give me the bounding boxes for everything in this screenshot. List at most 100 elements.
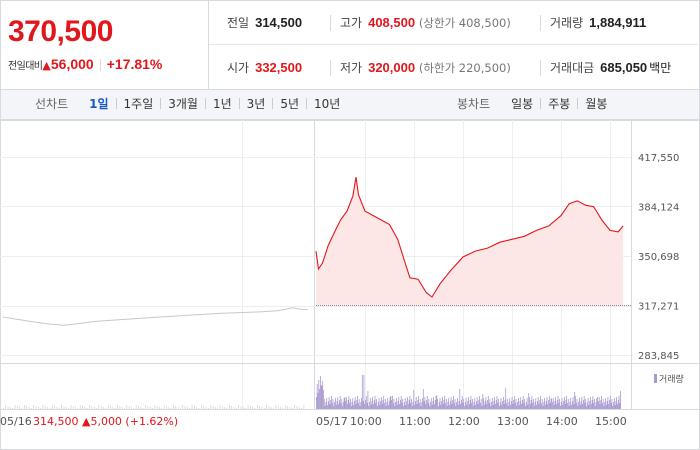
volume-bar bbox=[449, 401, 451, 409]
price-change: 전일대비▲56,000 +17.81% bbox=[8, 56, 208, 75]
volume-bar bbox=[519, 401, 521, 409]
volume-bar bbox=[574, 392, 576, 409]
volume-bar bbox=[247, 405, 249, 409]
volume-bar bbox=[208, 408, 209, 409]
volume-bar bbox=[406, 401, 408, 409]
volume-bar bbox=[409, 396, 411, 409]
volume-bar bbox=[7, 406, 9, 409]
volume-bar bbox=[75, 407, 76, 409]
tab-daily[interactable]: 일봉 bbox=[511, 97, 534, 111]
volume-bar bbox=[361, 375, 363, 409]
volume-bar bbox=[455, 406, 457, 409]
volume-bar bbox=[391, 400, 393, 409]
volume-bar bbox=[70, 405, 72, 409]
volume-bar bbox=[606, 401, 608, 409]
volume-bar bbox=[522, 396, 524, 409]
volume-bar bbox=[601, 396, 602, 409]
stat-value: 685,050 bbox=[600, 60, 648, 75]
tab-3m[interactable]: 3개월 bbox=[168, 97, 198, 111]
stat-grid: 전일 314,500 고가 408,500 (상한가 408,500) 거래량 1,8… bbox=[209, 1, 700, 90]
volume-bar bbox=[564, 404, 566, 409]
y-tick-label: 350,698 bbox=[638, 252, 679, 263]
volume-bar bbox=[319, 389, 320, 409]
volume-bar bbox=[324, 406, 326, 409]
y-tick-label: 417,550 bbox=[638, 153, 679, 164]
volume-bar bbox=[54, 406, 55, 409]
volume-bar bbox=[191, 405, 193, 409]
volume-bar bbox=[536, 405, 537, 409]
volume-bar bbox=[431, 405, 433, 409]
volume-bar bbox=[374, 396, 376, 409]
volume-bar bbox=[149, 407, 151, 409]
volume-bar bbox=[528, 393, 530, 409]
volume-bar bbox=[568, 406, 570, 409]
tab-1w[interactable]: 1주일 bbox=[123, 97, 154, 111]
tab-1d[interactable]: 1일 bbox=[89, 97, 109, 111]
volume-bar bbox=[417, 400, 419, 409]
tab-1y[interactable]: 1년 bbox=[212, 97, 232, 111]
volume-bar bbox=[126, 405, 128, 409]
volume-bar bbox=[368, 406, 370, 409]
volume-bar bbox=[161, 408, 163, 409]
x-tick-label: 14:00 bbox=[546, 415, 578, 428]
volume-bar bbox=[3, 408, 4, 409]
volume-bar bbox=[541, 399, 543, 409]
volume-bar bbox=[400, 396, 402, 409]
volume-bar bbox=[572, 397, 574, 409]
volume-bar bbox=[58, 408, 60, 409]
volume-bar bbox=[355, 404, 357, 409]
volume-bar bbox=[327, 401, 329, 409]
volume-bar bbox=[392, 396, 393, 409]
volume-bar bbox=[264, 408, 265, 409]
price-line bbox=[315, 177, 624, 298]
volume-bar bbox=[252, 407, 253, 409]
volume-bar bbox=[463, 399, 465, 409]
volume-bar bbox=[515, 399, 517, 409]
volume-bar bbox=[379, 405, 381, 409]
volume-bar bbox=[549, 403, 551, 409]
tab-monthly[interactable]: 월봉 bbox=[585, 97, 608, 111]
volume-bar bbox=[337, 397, 339, 409]
volume-bar bbox=[98, 405, 100, 409]
volume-bar bbox=[403, 406, 404, 409]
up-arrow-icon: ▲ bbox=[42, 59, 51, 72]
price-chart[interactable]: 417,550 384,124 350,698 317,271 283,845 거래량 05… bbox=[0, 120, 700, 450]
volume-bar bbox=[270, 407, 272, 409]
divider bbox=[540, 60, 541, 76]
volume-bar bbox=[440, 405, 442, 409]
volume-bar bbox=[38, 407, 39, 409]
volume-bar bbox=[323, 399, 325, 409]
volume-bar bbox=[105, 408, 107, 409]
volume-bar bbox=[316, 384, 318, 409]
volume-bar bbox=[524, 399, 526, 409]
volume-bar bbox=[373, 400, 375, 409]
volume-bar bbox=[518, 405, 520, 409]
volume-bar bbox=[514, 403, 516, 409]
tab-weekly[interactable]: 주봉 bbox=[548, 97, 571, 111]
volume-bar bbox=[334, 402, 335, 409]
volume-bar bbox=[445, 399, 447, 409]
volume-bar bbox=[439, 398, 441, 409]
volume-bar bbox=[333, 406, 335, 409]
volume-bar bbox=[367, 391, 369, 409]
tab-10y[interactable]: 10년 bbox=[314, 97, 341, 111]
volume-bar bbox=[375, 403, 377, 409]
volume-bar bbox=[481, 406, 483, 409]
volume-bar bbox=[576, 399, 578, 409]
volume-bar bbox=[478, 400, 480, 409]
tab-3y[interactable]: 3년 bbox=[246, 97, 266, 111]
upper-limit-note: (상한가 408,500) bbox=[418, 16, 511, 30]
volume-bar bbox=[387, 398, 389, 409]
tab-5y[interactable]: 5년 bbox=[280, 97, 300, 111]
volume-bar bbox=[133, 408, 135, 409]
volume-bar bbox=[51, 405, 53, 409]
volume-bar bbox=[415, 401, 416, 409]
volume-bar bbox=[215, 407, 216, 409]
volume-bar bbox=[491, 402, 492, 409]
volume-bar bbox=[499, 406, 500, 409]
volume-bar bbox=[414, 405, 415, 409]
volume-bar bbox=[331, 396, 332, 409]
volume-bar bbox=[373, 404, 374, 409]
volume-bar bbox=[397, 401, 399, 409]
stat-value: 314,500 bbox=[255, 15, 303, 30]
